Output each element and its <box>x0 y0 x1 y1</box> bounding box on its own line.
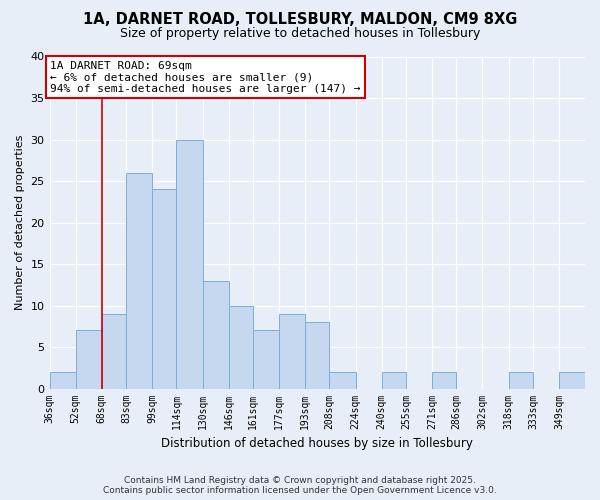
Text: 1A DARNET ROAD: 69sqm
← 6% of detached houses are smaller (9)
94% of semi-detach: 1A DARNET ROAD: 69sqm ← 6% of detached h… <box>50 60 361 94</box>
X-axis label: Distribution of detached houses by size in Tollesbury: Distribution of detached houses by size … <box>161 437 473 450</box>
Bar <box>253 330 279 388</box>
Bar <box>305 322 329 388</box>
Bar <box>279 314 305 388</box>
Bar <box>559 372 585 388</box>
Bar <box>203 280 229 388</box>
Bar <box>382 372 406 388</box>
Bar <box>126 172 152 388</box>
Bar <box>229 306 253 388</box>
Bar <box>76 330 101 388</box>
Bar <box>432 372 457 388</box>
Text: 1A, DARNET ROAD, TOLLESBURY, MALDON, CM9 8XG: 1A, DARNET ROAD, TOLLESBURY, MALDON, CM9… <box>83 12 517 28</box>
Bar <box>509 372 533 388</box>
Bar <box>50 372 76 388</box>
Bar <box>101 314 126 388</box>
Bar <box>176 140 203 388</box>
Y-axis label: Number of detached properties: Number of detached properties <box>15 135 25 310</box>
Text: Size of property relative to detached houses in Tollesbury: Size of property relative to detached ho… <box>120 28 480 40</box>
Bar <box>152 190 176 388</box>
Bar <box>329 372 356 388</box>
Text: Contains HM Land Registry data © Crown copyright and database right 2025.
Contai: Contains HM Land Registry data © Crown c… <box>103 476 497 495</box>
